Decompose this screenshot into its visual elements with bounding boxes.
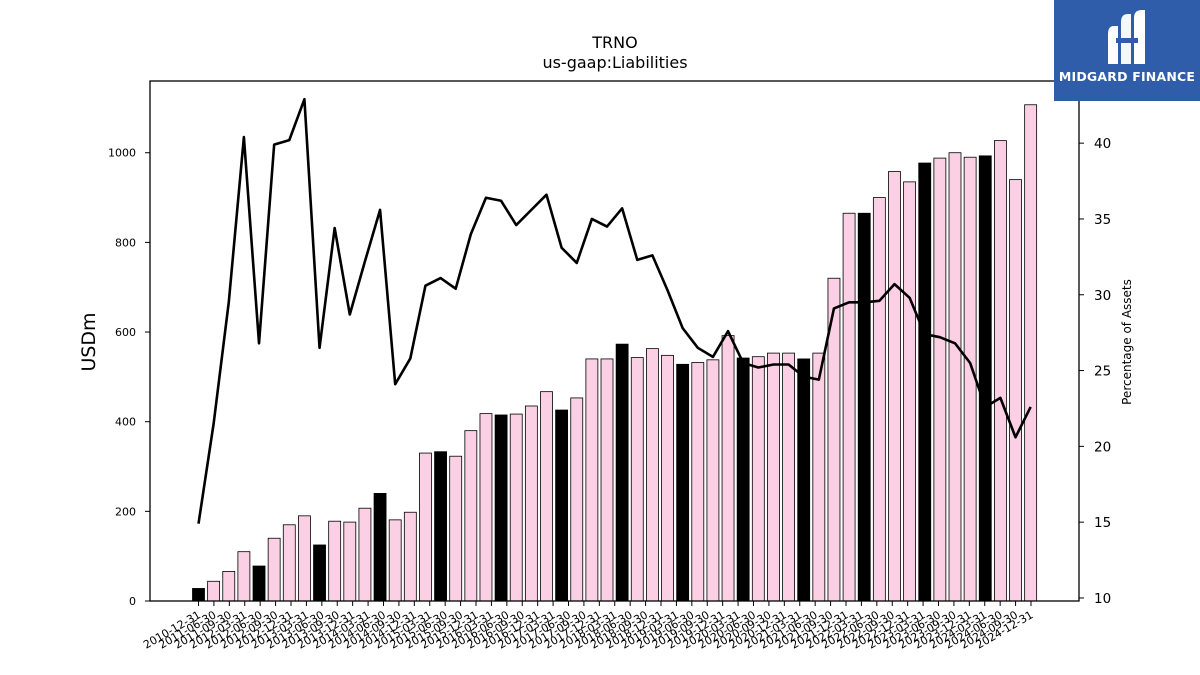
bar: [555, 409, 569, 602]
bar: [509, 413, 523, 602]
y-tick-label: 800: [115, 236, 136, 249]
bar: [782, 352, 795, 602]
midgard-logo-icon: [1108, 10, 1145, 64]
bar: [540, 391, 553, 602]
bar: [373, 493, 387, 602]
bar: [343, 521, 357, 602]
bar: [524, 405, 538, 602]
bar: [721, 335, 735, 602]
bar: [993, 140, 1007, 602]
y2-tick-label: 20: [1094, 439, 1111, 455]
bar: [903, 181, 917, 602]
bar: [630, 357, 644, 602]
bar: [857, 212, 871, 602]
y-axis: 0 200 400 600 800 1000: [108, 147, 150, 608]
bar: [812, 352, 826, 602]
bar: [313, 544, 326, 602]
bar: [192, 588, 205, 602]
chart-title: TRNO: [591, 33, 637, 52]
bar: [676, 363, 690, 602]
bar: [797, 358, 811, 602]
bar: [494, 414, 508, 602]
bar-series: [192, 104, 1038, 602]
bar: [918, 162, 932, 602]
y2-tick-label: 30: [1094, 288, 1111, 304]
bar: [479, 413, 493, 602]
bar: [328, 520, 342, 602]
bar: [948, 152, 962, 602]
bar: [751, 356, 765, 602]
y-tick-label: 400: [115, 416, 136, 429]
x-axis: 2010-12-312011-06-302011-09-302012-03-31…: [141, 601, 1036, 652]
bar: [358, 507, 372, 602]
y-axis-label: USDm: [78, 312, 100, 371]
bar: [767, 352, 780, 602]
bar: [237, 551, 251, 602]
bar: [449, 455, 463, 602]
chart-subtitle: us-gaap:Liabilities: [542, 53, 687, 72]
bar: [706, 359, 720, 602]
y2-axis: 10 15 20 25 30 35 40: [1079, 136, 1111, 607]
bar: [570, 397, 584, 602]
bar: [298, 515, 311, 602]
bar: [661, 354, 674, 602]
bar: [600, 358, 614, 602]
bar: [842, 212, 856, 602]
bar: [615, 343, 629, 602]
y2-tick-label: 25: [1094, 364, 1111, 380]
bar: [434, 451, 447, 602]
bar: [403, 511, 417, 602]
bar: [736, 357, 750, 602]
y2-tick-label: 40: [1094, 136, 1111, 152]
y-tick-label: 200: [115, 505, 136, 518]
bar: [1009, 179, 1022, 602]
y2-axis-label: Percentage of Assets: [1120, 279, 1134, 405]
bar: [388, 519, 402, 602]
bar: [1024, 104, 1038, 602]
y2-tick-label: 35: [1094, 212, 1111, 228]
y-tick-label: 1000: [108, 147, 136, 160]
bar: [933, 157, 947, 602]
y2-tick-label: 10: [1094, 591, 1111, 607]
bar: [691, 362, 705, 602]
y-tick-label: 600: [115, 326, 136, 339]
brand-name: MIDGARD FINANCE: [1058, 69, 1196, 84]
bar: [585, 358, 599, 602]
bar: [282, 524, 296, 602]
y2-tick-label: 15: [1094, 515, 1111, 531]
bar: [464, 430, 478, 602]
brand-logo: MIDGARD FINANCE: [1054, 0, 1200, 101]
bar: [646, 348, 659, 602]
bar: [419, 452, 432, 602]
bar: [978, 155, 992, 602]
bar: [888, 171, 901, 602]
y-tick-label: 0: [129, 595, 136, 608]
bar: [872, 197, 886, 602]
bar: [267, 537, 281, 602]
bar: [207, 580, 221, 602]
bar: [222, 571, 236, 602]
percentage-line-series: [197, 97, 1032, 524]
bar: [252, 565, 266, 602]
percentage-line: [197, 97, 1032, 524]
